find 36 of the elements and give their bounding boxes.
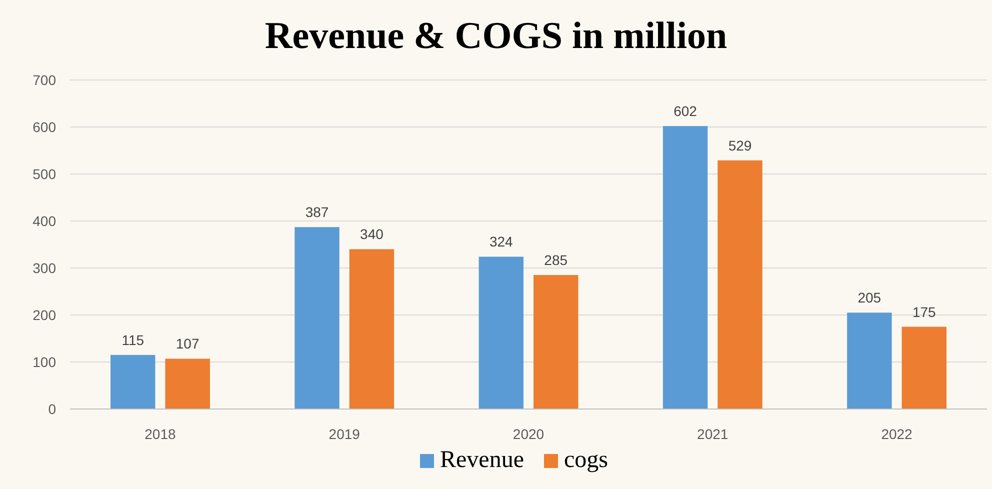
y-tick-label: 300 (32, 260, 56, 276)
data-label: 115 (122, 332, 144, 348)
bar (847, 312, 892, 409)
x-tick-label: 2021 (697, 426, 728, 442)
data-label: 324 (489, 234, 514, 250)
y-tick-label: 200 (32, 306, 56, 323)
y-tick-label: 600 (32, 118, 56, 135)
x-tick-label: 2022 (881, 426, 913, 442)
y-tick-label: 0 (48, 400, 56, 417)
data-label: 175 (912, 304, 936, 320)
bar (662, 126, 708, 409)
y-tick-label: 100 (32, 354, 56, 370)
bar (718, 160, 762, 409)
bar (478, 256, 524, 409)
bar (110, 354, 156, 409)
data-label: 205 (858, 290, 882, 306)
y-tick-label: 700 (32, 72, 56, 88)
bar (902, 326, 946, 409)
data-label: 285 (544, 252, 568, 268)
legend-label: Revenue (440, 447, 524, 473)
bar (165, 358, 210, 409)
x-tick-label: 2020 (512, 426, 544, 442)
data-label: 529 (728, 137, 752, 154)
x-tick-label: 2019 (328, 426, 360, 442)
bar (534, 275, 578, 409)
data-label: 387 (305, 204, 329, 220)
chart-title: Revenue & COGS in million (264, 15, 728, 57)
y-tick-label: 500 (32, 166, 56, 182)
data-label: 340 (360, 226, 384, 242)
x-tick-label: 2018 (144, 426, 176, 442)
legend-label: cogs (564, 447, 608, 473)
data-label: 602 (674, 103, 698, 120)
y-tick-label: 400 (32, 212, 56, 229)
data-label: 107 (176, 336, 200, 352)
bar (349, 249, 394, 409)
bar (294, 227, 340, 409)
